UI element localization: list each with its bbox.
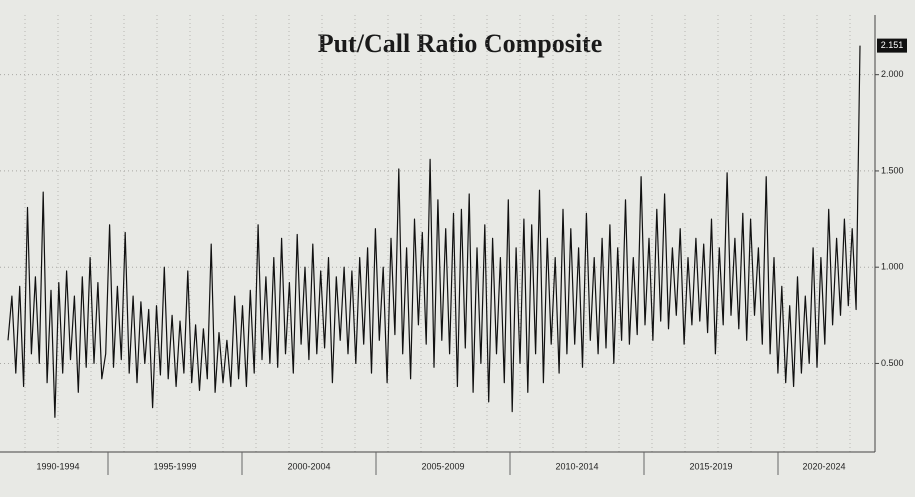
last-value-label: 2.151 xyxy=(881,40,904,50)
ratio-line xyxy=(7,45,861,418)
x-tick-label: 1995-1999 xyxy=(153,461,196,471)
x-tick-label: 2005-2009 xyxy=(421,461,464,471)
y-tick-label: 1.000 xyxy=(881,262,904,272)
x-tick-label: 2015-2019 xyxy=(689,461,732,471)
last-value-tag xyxy=(877,38,907,53)
x-tick-label: 2000-2004 xyxy=(287,461,330,471)
y-tick-label: 1.500 xyxy=(881,165,904,175)
y-tick-label: 2.000 xyxy=(881,69,904,79)
x-tick-label: 1990-1994 xyxy=(36,461,79,471)
chart-title: Put/Call Ratio Composite xyxy=(318,29,603,58)
y-tick-label: 0.500 xyxy=(881,358,904,368)
x-tick-label: 2020-2024 xyxy=(802,461,845,471)
x-tick-label: 2010-2014 xyxy=(555,461,598,471)
